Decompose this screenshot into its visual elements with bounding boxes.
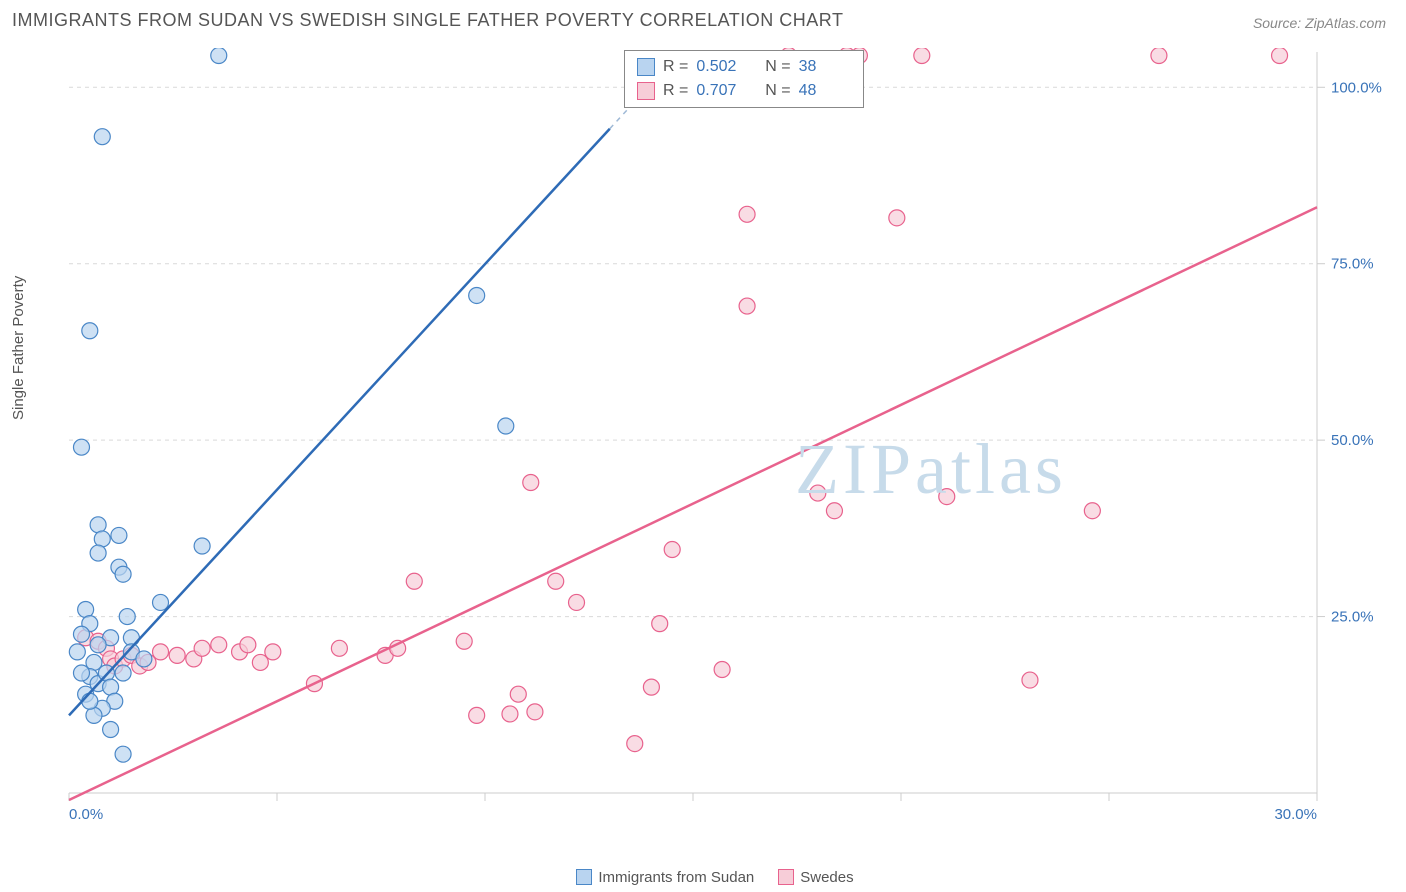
n-value: 38 — [799, 55, 851, 79]
legend-label: Immigrants from Sudan — [598, 869, 754, 886]
data-point-sudan — [78, 602, 94, 618]
trendline-swedes — [69, 207, 1317, 800]
data-point-sudan — [82, 693, 98, 709]
scatter-chart: 25.0% 50.0% 75.0% 100.0% 0.0% 30.0% — [65, 48, 1385, 833]
data-point-swedes — [1151, 48, 1167, 64]
data-point-sudan — [73, 439, 89, 455]
data-point-swedes — [548, 573, 564, 589]
data-point-sudan — [73, 626, 89, 642]
data-point-sudan — [90, 517, 106, 533]
data-point-swedes — [1084, 503, 1100, 519]
data-point-swedes — [652, 616, 668, 632]
source-label: Source: — [1253, 15, 1301, 31]
data-point-sudan — [211, 48, 227, 64]
chart-title: IMMIGRANTS FROM SUDAN VS SWEDISH SINGLE … — [12, 10, 843, 31]
data-point-swedes — [914, 48, 930, 64]
legend-swatch — [576, 869, 592, 885]
data-point-swedes — [1272, 48, 1288, 64]
stats-legend-row: R = 0.502 N = 38 — [637, 55, 851, 79]
data-point-swedes — [331, 640, 347, 656]
data-point-sudan — [153, 594, 169, 610]
data-point-sudan — [111, 527, 127, 543]
data-point-sudan — [115, 665, 131, 681]
data-point-sudan — [469, 287, 485, 303]
legend-swatch — [637, 58, 655, 76]
y-axis-label: Single Father Poverty — [10, 276, 27, 420]
stats-legend: R = 0.502 N = 38 R = 0.707 N = 48 — [624, 50, 864, 108]
x-tick-label: 0.0% — [69, 806, 103, 823]
y-tick-label: 75.0% — [1331, 256, 1374, 273]
data-point-sudan — [69, 644, 85, 660]
data-point-swedes — [569, 594, 585, 610]
data-point-sudan — [94, 129, 110, 145]
data-point-swedes — [939, 489, 955, 505]
data-point-swedes — [527, 704, 543, 720]
data-point-swedes — [194, 640, 210, 656]
plot-area: 25.0%50.0%75.0%100.0%0.0%30.0% ZIPatlas … — [65, 48, 1385, 833]
data-point-swedes — [456, 633, 472, 649]
y-tick-label: 50.0% — [1331, 432, 1374, 449]
n-value: 48 — [799, 79, 851, 103]
chart-header: IMMIGRANTS FROM SUDAN VS SWEDISH SINGLE … — [0, 0, 1406, 37]
data-point-sudan — [103, 721, 119, 737]
data-point-sudan — [82, 323, 98, 339]
data-point-sudan — [115, 566, 131, 582]
data-point-sudan — [103, 679, 119, 695]
data-point-swedes — [810, 485, 826, 501]
trendline-sudan — [69, 129, 610, 716]
data-point-sudan — [498, 418, 514, 434]
data-point-swedes — [153, 644, 169, 660]
data-point-swedes — [627, 736, 643, 752]
legend-swatch — [778, 869, 794, 885]
data-point-swedes — [889, 210, 905, 226]
n-label: N = — [756, 55, 790, 79]
legend-label: Swedes — [800, 869, 853, 886]
data-point-sudan — [115, 746, 131, 762]
n-label: N = — [756, 79, 790, 103]
data-point-sudan — [90, 545, 106, 561]
data-point-sudan — [136, 651, 152, 667]
data-point-sudan — [94, 531, 110, 547]
x-tick-label: 30.0% — [1274, 806, 1317, 823]
r-value: 0.707 — [696, 79, 748, 103]
data-point-swedes — [826, 503, 842, 519]
data-point-swedes — [714, 662, 730, 678]
data-point-sudan — [86, 707, 102, 723]
data-point-swedes — [523, 474, 539, 490]
data-point-sudan — [90, 637, 106, 653]
data-point-swedes — [265, 644, 281, 660]
data-point-swedes — [664, 542, 680, 558]
data-point-swedes — [469, 707, 485, 723]
data-point-swedes — [643, 679, 659, 695]
data-point-swedes — [240, 637, 256, 653]
y-tick-label: 100.0% — [1331, 79, 1382, 96]
r-label: R = — [663, 79, 688, 103]
series-legend: Immigrants from Sudan Swedes — [0, 869, 1406, 886]
data-point-swedes — [739, 206, 755, 222]
data-point-swedes — [739, 298, 755, 314]
stats-legend-row: R = 0.707 N = 48 — [637, 79, 851, 103]
data-point-swedes — [406, 573, 422, 589]
data-point-swedes — [502, 706, 518, 722]
r-value: 0.502 — [696, 55, 748, 79]
source-credit: Source: ZipAtlas.com — [1253, 15, 1386, 31]
data-point-sudan — [73, 665, 89, 681]
source-name: ZipAtlas.com — [1305, 15, 1386, 31]
legend-swatch — [637, 82, 655, 100]
data-point-swedes — [1022, 672, 1038, 688]
data-point-swedes — [510, 686, 526, 702]
data-point-sudan — [119, 609, 135, 625]
data-point-swedes — [211, 637, 227, 653]
y-tick-label: 25.0% — [1331, 609, 1374, 626]
r-label: R = — [663, 55, 688, 79]
data-point-swedes — [169, 647, 185, 663]
data-point-sudan — [194, 538, 210, 554]
